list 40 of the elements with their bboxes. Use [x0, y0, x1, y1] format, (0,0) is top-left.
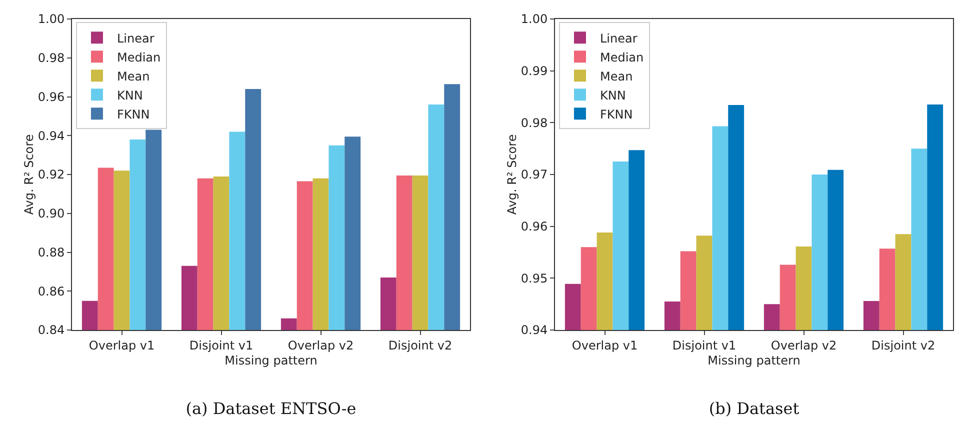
- x-tick-label: Disjoint v1: [672, 338, 736, 352]
- y-tick-label: 0.94: [520, 323, 548, 338]
- legend-label: Linear: [116, 31, 154, 46]
- x-tick-label: Disjoint v2: [388, 338, 452, 352]
- x-tick-label: Disjoint v1: [189, 338, 254, 352]
- legend-label: KNN: [600, 88, 626, 102]
- y-tick-label: 0.99: [520, 64, 548, 78]
- y-axis-title: Avg. R² Score: [504, 134, 519, 215]
- y-tick-label: 0.98: [38, 51, 65, 66]
- x-tick-label: Overlap v2: [288, 338, 354, 352]
- y-axis-title: Avg. R² Score: [22, 134, 36, 215]
- legend-label: KNN: [116, 88, 143, 102]
- y-tick-label: 0.96: [38, 90, 65, 104]
- y-tick-label: 0.96: [520, 220, 548, 234]
- y-tick-label: 0.92: [38, 168, 65, 182]
- x-axis-title: Missing pattern: [708, 353, 800, 368]
- legend-label: Linear: [600, 31, 638, 46]
- x-tick-label: Disjoint v2: [871, 338, 936, 352]
- y-tick-label: 0.97: [520, 168, 548, 182]
- y-tick-label: 1.00: [520, 12, 548, 26]
- x-tick-label: Overlap v1: [88, 338, 155, 352]
- legend-label: Median: [600, 50, 644, 64]
- y-tick-label: 0.88: [38, 245, 65, 260]
- y-tick-label: 0.84: [38, 323, 65, 338]
- y-tick-label: 0.90: [38, 206, 65, 221]
- legend-label: Median: [116, 50, 161, 64]
- legend-label: FKNN: [116, 107, 150, 122]
- text: (b) Dataset: [708, 398, 800, 418]
- x-axis-title: Missing pattern: [224, 353, 318, 368]
- y-tick-label: 0.95: [520, 271, 548, 286]
- legend-label: Mean: [116, 69, 150, 84]
- legend-label: FKNN: [600, 107, 633, 122]
- y-tick-label: 0.94: [38, 128, 65, 143]
- legend-label: Mean: [600, 69, 633, 84]
- x-tick-label: Overlap v2: [770, 338, 837, 352]
- y-tick-label: 0.98: [520, 116, 548, 130]
- text: (a) Dataset ENTSO-e: [186, 398, 356, 418]
- y-tick-label: 0.86: [38, 284, 65, 298]
- x-tick-label: Overlap v1: [572, 338, 638, 352]
- y-tick-label: 1.00: [38, 12, 65, 26]
